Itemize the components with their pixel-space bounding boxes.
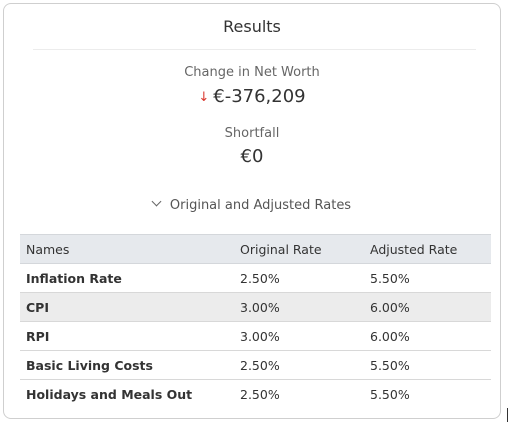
header-adjusted-rate[interactable]: Adjusted Rate [364,234,491,264]
shortfall-label: Shortfall [224,126,280,141]
row-name: Inflation Rate [20,263,234,293]
row-adjusted-rate: 5.50% [370,386,410,402]
row-name: Holidays and Meals Out [26,386,193,402]
row-name: RPI [20,321,234,351]
row-adjusted-rate: 6.00% [364,321,491,351]
rates-toggle[interactable]: Original and Adjusted Rates [4,196,500,213]
row-original-rate: 2.50% [234,263,364,293]
row-adjusted-rate: 5.50% [364,350,491,380]
table-row: RPI 3.00% 6.00% [20,321,491,351]
net-worth-value-row: ↓ €-376,209 [4,86,500,107]
table-row: Basic Living Costs 2.50% 5.50% [20,350,491,380]
net-worth-label: Change in Net Worth [184,65,320,80]
chevron-down-icon [151,196,162,207]
row-original-rate: 2.50% [240,386,280,402]
title-divider [33,49,476,50]
net-worth-value: €-376,209 [213,86,306,107]
table-header-row: Names Original Rate Adjusted Rate [20,234,491,264]
text-cursor [507,408,508,422]
row-name: CPI [20,292,234,322]
header-original-rate[interactable]: Original Rate [234,234,364,264]
table-row: Inflation Rate 2.50% 5.50% [20,263,491,293]
results-title: Results [223,17,281,36]
row-name: Basic Living Costs [20,350,234,380]
shortfall-value: €0 [240,146,264,167]
rates-toggle-label: Original and Adjusted Rates [169,198,352,213]
results-card: Results Change in Net Worth ↓ €-376,209 S… [3,3,501,419]
table-row: CPI 3.00% 6.00% [20,292,491,322]
row-adjusted-rate: 5.50% [364,263,491,293]
row-adjusted-rate: 6.00% [364,292,491,322]
row-original-rate: 2.50% [234,350,364,380]
row-original-rate: 3.00% [234,292,364,322]
arrow-down-icon: ↓ [198,90,210,105]
header-names[interactable]: Names [20,234,234,264]
table-row: Holidays and Meals Out 2.50% 5.50% [20,380,491,409]
row-original-rate: 3.00% [234,321,364,351]
rates-table: Names Original Rate Adjusted Rate Inflat… [20,234,491,408]
